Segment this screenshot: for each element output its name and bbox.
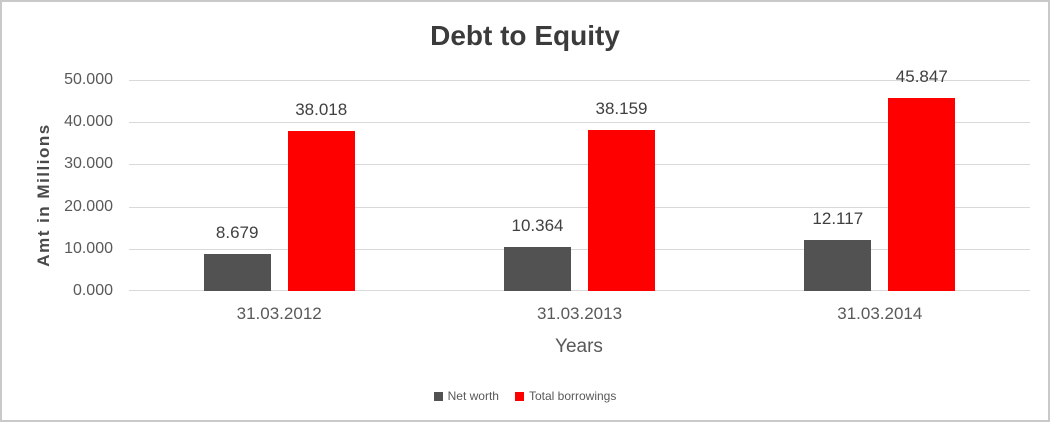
legend-label: Total borrowings: [528, 389, 617, 403]
bar-value-label: 38.159: [595, 99, 648, 118]
x-tick-label: 31.03.2014: [837, 304, 923, 323]
bar-total-borrowings-31.03.2014: [888, 97, 956, 291]
y-tick-label: 50.000: [64, 71, 113, 88]
bar-value-label: 38.018: [295, 99, 348, 119]
gridline-10: [129, 248, 1030, 250]
legend-swatch-icon: [433, 391, 443, 401]
y-tick-label: 30.000: [64, 155, 113, 173]
y-tick-label: 0.000: [72, 282, 113, 299]
legend-swatch-icon: [514, 391, 524, 401]
bar-value-label: 8.679: [215, 223, 259, 243]
bar-net-worth-31.03.2014: [804, 239, 872, 291]
bar-value-label: 45.847: [895, 66, 948, 86]
x-tick-label: 31.03.2013: [536, 304, 623, 323]
gridline-0: [129, 290, 1030, 291]
y-tick-label: 40.000: [64, 113, 113, 131]
bar-value-label: 12.117: [812, 208, 864, 228]
bar-total-borrowings-31.03.2012: [287, 130, 355, 291]
legend-item-net-worth: Net worth: [433, 389, 499, 403]
bar-net-worth-31.03.2012: [203, 254, 271, 291]
x-tick-label: 31.03.2012: [236, 304, 322, 323]
gridline-20: [129, 206, 1030, 208]
chart-title: Debt to Equity: [430, 20, 620, 51]
y-tick-label: 20.000: [64, 197, 113, 215]
y-tick-label: 10.000: [64, 239, 113, 257]
gridline-50: [129, 80, 1030, 81]
bar-net-worth-31.03.2013: [504, 247, 571, 291]
legend-item-total-borrowings: Total borrowings: [514, 389, 617, 403]
bar-total-borrowings-31.03.2013: [588, 130, 655, 291]
bar-value-label: 10.364: [511, 216, 564, 236]
plot-area: 8.679 38.018 10.364 38.159 12.117 45.847: [129, 67, 1030, 291]
legend: Net worth Total borrowings: [2, 389, 1048, 403]
legend-label: Net worth: [447, 389, 499, 403]
gridline-30: [129, 164, 1030, 166]
x-axis-title: Years: [555, 336, 603, 357]
gridline-40: [129, 122, 1030, 124]
